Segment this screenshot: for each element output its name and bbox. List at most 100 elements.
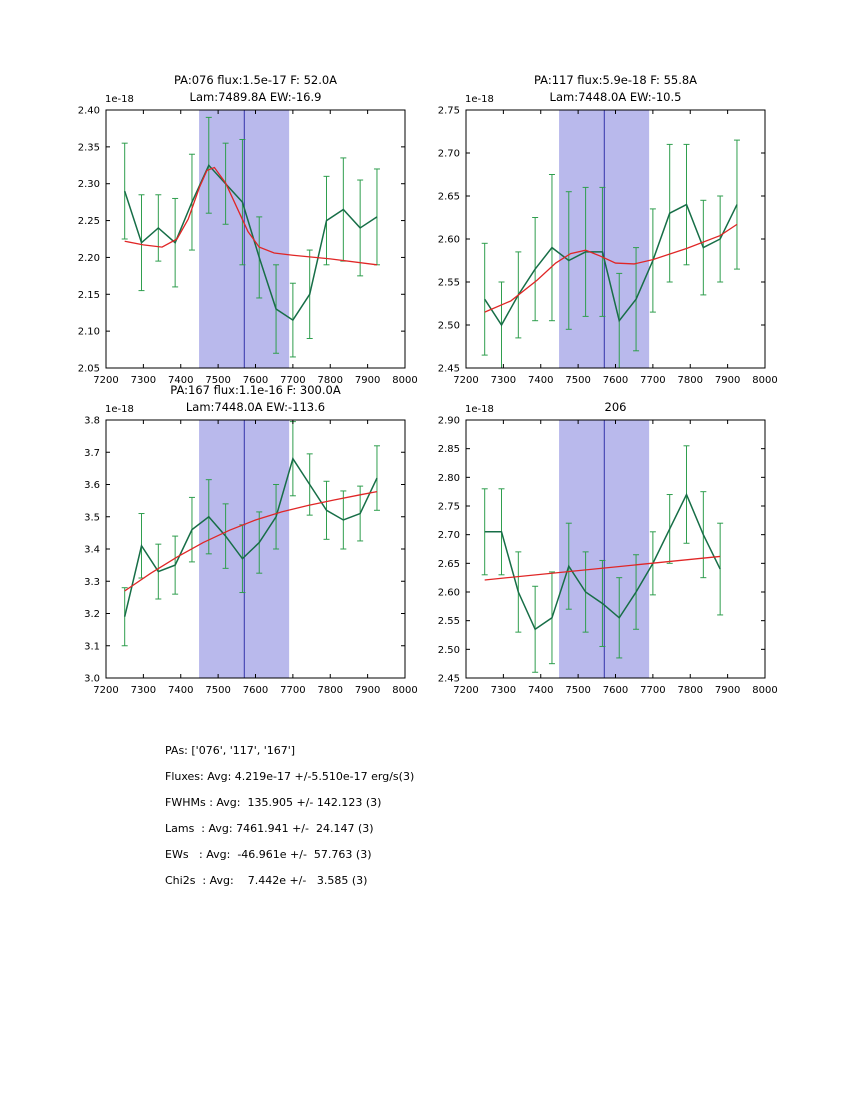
chart-canvas: 7200 7300 7400 7500 7600 7700 7800 7900 8000 2.05… <box>78 106 418 387</box>
x-tick-label: 7600 <box>243 685 268 696</box>
x-tick-label: 7900 <box>355 375 380 386</box>
y-tick-label: 2.30 <box>78 179 100 190</box>
x-tick-label: 7400 <box>528 685 553 696</box>
y-tick-label: 3.8 <box>84 416 100 427</box>
summary-line-fluxes: Fluxes: Avg: 4.219e-17 +/-5.510e-17 erg/… <box>165 770 415 783</box>
x-tick-label: 7600 <box>243 375 268 386</box>
y-tick-label: 3.2 <box>84 609 100 620</box>
subplot-title-1: PA:117 flux:5.9e-18 F: 55.8A Lam:7448.0A… <box>466 70 765 106</box>
summary-line-lams: Lams : Avg: 7461.941 +/- 24.147 (3) <box>165 822 374 835</box>
subplot-title-line1: PA:076 flux:1.5e-17 F: 52.0A <box>173 73 338 87</box>
y-tick-label: 3.1 <box>84 641 100 652</box>
x-tick-label: 7700 <box>280 375 305 386</box>
y-tick-label: 2.85 <box>438 444 460 455</box>
subplot-title-line2: Lam:7448.0A EW:-113.6 <box>185 400 326 414</box>
subplot-title-line1: 206 <box>604 400 627 414</box>
spectrum-line <box>123 456 378 617</box>
chart-canvas: 7200 7300 7400 7500 7600 7700 7800 7900 8000 2.45… <box>438 416 778 697</box>
x-tick-label: 7500 <box>565 375 590 386</box>
x-tick-label: 7800 <box>318 685 343 696</box>
fit-line <box>124 166 378 266</box>
y-axis-offset-label: 1e-18 <box>465 94 494 105</box>
x-tick-label: 7300 <box>491 375 516 386</box>
y-tick-label: 2.70 <box>438 530 460 541</box>
x-tick-label: 8000 <box>752 685 777 696</box>
x-tick-label: 7700 <box>280 685 305 696</box>
y-tick-label: 2.60 <box>438 588 460 599</box>
y-tick-label: 2.80 <box>438 473 460 484</box>
y-tick-label: 2.65 <box>438 559 460 570</box>
x-tick-label: 7200 <box>453 375 478 386</box>
subplot-bottom-left: 7200 7300 7400 7500 7600 7700 7800 7900 8000 3.0 3… <box>50 410 421 708</box>
x-tick-label: 7200 <box>453 685 478 696</box>
subplot-title-line1: PA:117 flux:5.9e-18 F: 55.8A <box>533 73 698 87</box>
spectrum-line <box>484 203 738 327</box>
summary-line-pas: PAs: ['076', '117', '167'] <box>165 744 296 757</box>
y-tick-label: 2.05 <box>78 364 100 375</box>
subplot-title-line2: Lam:7489.8A EW:-16.9 <box>189 90 322 104</box>
y-tick-label: 2.60 <box>438 235 460 246</box>
fit-line <box>484 223 738 313</box>
y-tick-label: 2.70 <box>438 149 460 160</box>
x-tick-label: 7300 <box>131 685 156 696</box>
x-tick-label: 7900 <box>715 375 740 386</box>
subplot-title-line1: PA:167 flux:1.1e-16 F: 300.0A <box>170 383 341 397</box>
y-tick-label: 2.45 <box>438 364 460 375</box>
y-tick-label: 2.10 <box>78 327 100 338</box>
y-tick-label: 2.35 <box>78 142 100 153</box>
subplot-title-2: PA:167 flux:1.1e-16 F: 300.0A Lam:7448.0… <box>106 380 405 416</box>
x-tick-label: 7600 <box>603 685 628 696</box>
x-tick-label: 7600 <box>603 375 628 386</box>
x-tick-label: 7400 <box>168 375 193 386</box>
y-tick-label: 3.6 <box>84 480 100 491</box>
x-tick-label: 7900 <box>355 685 380 696</box>
fit-line <box>484 555 721 581</box>
subplot-title-0: PA:076 flux:1.5e-17 F: 52.0A Lam:7489.8A… <box>106 70 405 106</box>
y-tick-label: 2.15 <box>78 290 100 301</box>
y-tick-label: 2.55 <box>438 278 460 289</box>
x-tick-label: 7500 <box>565 685 590 696</box>
spectrum-line <box>484 492 721 631</box>
x-tick-label: 7300 <box>491 685 516 696</box>
subplot-top-right: 7200 7300 7400 7500 7600 7700 7800 7900 8000 2.45… <box>410 100 781 398</box>
x-tick-label: 7200 <box>93 685 118 696</box>
summary-line-ews: EWs : Avg: -46.961e +/- 57.763 (3) <box>165 848 372 861</box>
x-tick-label: 8000 <box>392 375 417 386</box>
chart-canvas: 7200 7300 7400 7500 7600 7700 7800 7900 8000 3.0 3… <box>84 416 418 697</box>
y-tick-label: 2.40 <box>78 106 100 117</box>
y-tick-label: 3.3 <box>84 577 100 588</box>
x-tick-label: 7400 <box>528 375 553 386</box>
x-tick-label: 7800 <box>318 375 343 386</box>
y-axis-offset-label: 1e-18 <box>105 94 134 105</box>
x-tick-label: 7500 <box>205 685 230 696</box>
y-tick-label: 2.75 <box>438 106 460 117</box>
y-tick-label: 2.45 <box>438 674 460 685</box>
summary-stats: PAs: ['076', '117', '167'] Fluxes: Avg: … <box>165 738 414 894</box>
y-tick-label: 2.90 <box>438 416 460 427</box>
y-tick-label: 3.5 <box>84 512 100 523</box>
y-tick-label: 2.50 <box>438 645 460 656</box>
summary-line-fwhms: FWHMs : Avg: 135.905 +/- 142.123 (3) <box>165 796 382 809</box>
chart-canvas: 7200 7300 7400 7500 7600 7700 7800 7900 8000 2.45… <box>438 106 778 387</box>
y-axis-offset-label: 1e-18 <box>105 404 134 415</box>
x-tick-label: 7300 <box>131 375 156 386</box>
y-tick-label: 2.25 <box>78 216 100 227</box>
x-tick-label: 7800 <box>678 685 703 696</box>
x-tick-label: 7500 <box>205 375 230 386</box>
x-tick-label: 7200 <box>93 375 118 386</box>
x-tick-label: 8000 <box>392 685 417 696</box>
subplot-top-left: 7200 7300 7400 7500 7600 7700 7800 7900 8000 2.05… <box>50 100 421 398</box>
x-tick-label: 7700 <box>640 685 665 696</box>
subplot-bottom-right: 7200 7300 7400 7500 7600 7700 7800 7900 8000 2.45… <box>410 410 781 708</box>
y-axis-offset-label: 1e-18 <box>465 404 494 415</box>
summary-line-chi2s: Chi2s : Avg: 7.442e +/- 3.585 (3) <box>165 874 368 887</box>
subplot-title-3: 206 <box>466 380 765 416</box>
x-tick-label: 7900 <box>715 685 740 696</box>
y-tick-label: 3.0 <box>84 674 100 685</box>
y-tick-label: 2.50 <box>438 321 460 332</box>
subplot-title-line2: Lam:7448.0A EW:-10.5 <box>549 90 682 104</box>
x-tick-label: 7400 <box>168 685 193 696</box>
y-tick-label: 2.65 <box>438 192 460 203</box>
x-tick-label: 7800 <box>678 375 703 386</box>
y-tick-label: 3.7 <box>84 448 100 459</box>
